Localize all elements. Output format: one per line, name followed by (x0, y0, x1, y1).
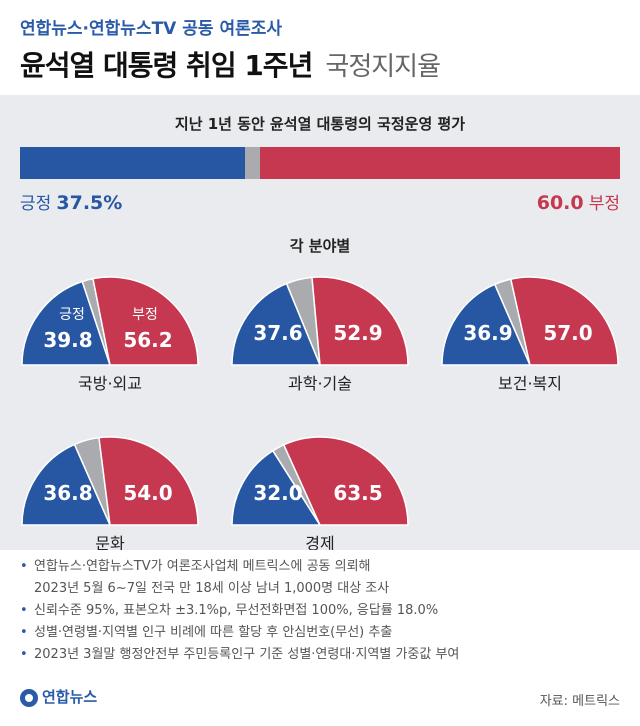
semi-category-label: 국방·외교 (78, 374, 142, 393)
note-item: • 신뢰수준 95%, 표본오차 ±3.1%p, 무선전화면접 100%, 응답률… (20, 600, 620, 622)
semi-positive-wedge (21, 280, 112, 366)
title: 윤석열 대통령 취임 1주년 국정지지율 (20, 44, 441, 84)
overall-bar-negative (260, 147, 620, 179)
kicker: 연합뉴스·연합뉴스TV 공동 여론조사 (20, 19, 283, 39)
semi-negative-value: 54.0 (123, 481, 172, 505)
semi-negative-wedge (282, 436, 409, 526)
bullet-icon: • (20, 603, 28, 618)
negative-word: 부정 (588, 194, 620, 214)
semi-category-label: 과학·기술 (288, 374, 352, 393)
semi-negative-word: 부정 (132, 307, 158, 323)
semi-category-label: 문화 (95, 534, 125, 550)
note-item: • 성별·연령별·지역별 인구 비례에 따른 할당 후 안심번호(무선) 추출 (20, 622, 620, 644)
semi-positive-value: 37.6 (253, 321, 302, 345)
note-line: 2023년 5월 6~7일 전국 만 18세 이상 남녀 1,000명 대상 조… (34, 581, 390, 596)
brand-logo: 연합뉴스 (20, 686, 97, 707)
semi-negative-wedge (509, 276, 619, 366)
note-line: 신뢰수준 95%, 표본오차 ±3.1%p, 무선전화면접 100%, 응답률 … (34, 603, 439, 618)
bullet-icon: • (20, 625, 28, 640)
semi-negative-wedge (98, 436, 199, 526)
note-item: • 연합뉴스·연합뉴스TV가 여론조사업체 메트릭스에 공동 의뢰해 2023년 5… (20, 556, 620, 600)
source-credit: 자료: 메트릭스 (539, 694, 620, 709)
overall-bar-positive (20, 147, 245, 179)
note-line: 연합뉴스·연합뉴스TV가 여론조사업체 메트릭스에 공동 의뢰해 (34, 559, 371, 574)
semi-positive-value: 32.0 (253, 481, 302, 505)
semi-positive-word: 긍정 (59, 307, 85, 323)
semi-negative-wedge (311, 276, 409, 366)
semi-positive-value: 36.8 (43, 481, 92, 505)
bullet-icon: • (20, 559, 28, 574)
semi-negative-value: 52.9 (333, 321, 382, 345)
semi-positive-wedge (231, 282, 322, 366)
bullet-icon: • (20, 647, 28, 662)
sector-semicircle-charts: 긍정 부정 39.8 56.2 국방·외교 37.6 52.9 과학·기술 36.9 57.0 보건… (21, 276, 619, 550)
semi-negative-value: 57.0 (543, 321, 592, 345)
sectors-title: 각 분야별 (289, 237, 351, 255)
overall-negative-label: 60.0 부정 (537, 189, 620, 214)
semi-positive-value: 39.8 (43, 328, 92, 352)
overall-title: 지난 1년 동안 윤석열 대통령의 국정운영 평가 (174, 115, 466, 133)
semi-negative-value: 56.2 (123, 328, 172, 352)
header: 연합뉴스·연합뉴스TV 공동 여론조사 윤석열 대통령 취임 1주년 국정지지율 (0, 0, 640, 95)
positive-word: 긍정 (20, 194, 52, 214)
title-main: 윤석열 대통령 취임 1주년 (20, 49, 313, 82)
note-line: 성별·연령별·지역별 인구 비례에 따른 할당 후 안심번호(무선) 추출 (34, 625, 393, 640)
semi-category-label: 보건·복지 (498, 374, 562, 393)
semi-positive-wedge (21, 443, 112, 526)
overall-bar (20, 147, 620, 179)
title-sub: 국정지지율 (325, 52, 441, 82)
semi-negative-value: 63.5 (333, 481, 382, 505)
semi-positive-value: 36.9 (463, 321, 512, 345)
semi-positive-wedge (231, 449, 322, 526)
note-line: 2023년 3월말 행정안전부 주민등록인구 기준 성별·연령대·지역별 가중값… (34, 647, 460, 662)
semi-category-label: 경제 (305, 534, 334, 550)
positive-value: 37.5% (56, 192, 123, 214)
logo-text: 연합뉴스 (42, 688, 98, 706)
note-item: • 2023년 3월말 행정안전부 주민등록인구 기준 성별·연령대·지역별 가중… (20, 644, 620, 666)
logo-icon (20, 688, 38, 707)
negative-value: 60.0 (536, 192, 584, 214)
notes: • 연합뉴스·연합뉴스TV가 여론조사업체 메트릭스에 공동 의뢰해 2023년 5… (0, 550, 640, 726)
overall-positive-label: 긍정 37.5% (20, 189, 122, 214)
semi-positive-wedge (441, 283, 532, 366)
overall-bar-neutral (245, 147, 260, 179)
notes-list: • 연합뉴스·연합뉴스TV가 여론조사업체 메트릭스에 공동 의뢰해 2023년 5… (20, 556, 620, 666)
semi-negative-wedge (92, 276, 199, 366)
